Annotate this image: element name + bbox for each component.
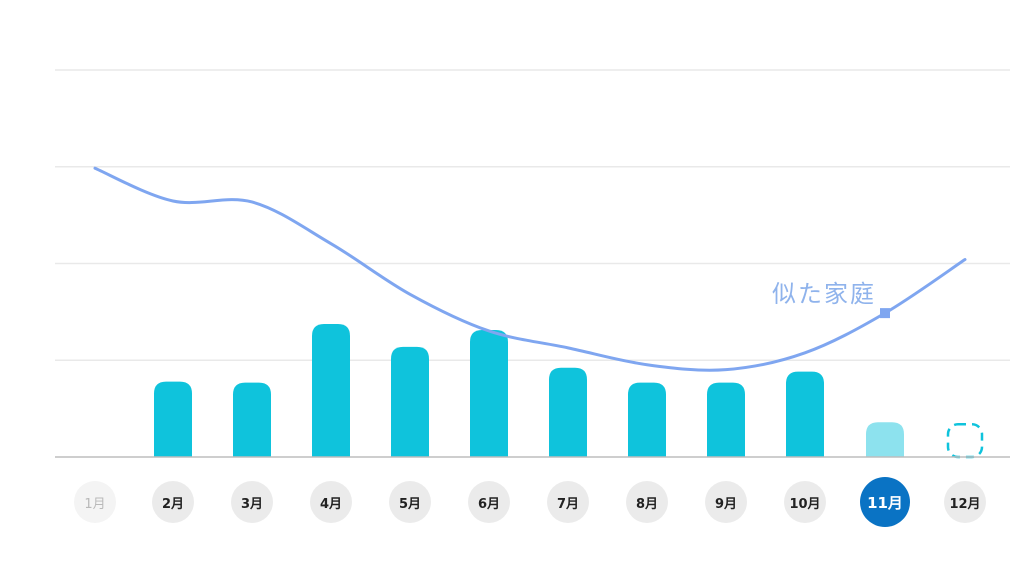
month-pill-2[interactable]: 2月	[152, 481, 194, 523]
similar-household-line	[93, 166, 967, 372]
month-pill-1[interactable]: 1月	[74, 481, 116, 523]
month-pill-11[interactable]: 11月	[860, 477, 910, 527]
month-pill-9[interactable]: 9月	[705, 481, 747, 523]
usage-bar[interactable]	[549, 367, 587, 457]
month-pill-10[interactable]: 10月	[784, 481, 826, 523]
usage-bar[interactable]	[154, 381, 192, 457]
month-pill-5[interactable]: 5月	[389, 481, 431, 523]
month-pill-12[interactable]: 12月	[944, 481, 986, 523]
similar-household-marker	[880, 308, 890, 319]
usage-bar-placeholder	[946, 423, 984, 459]
month-pill-3[interactable]: 3月	[231, 481, 273, 523]
usage-bar[interactable]	[786, 371, 824, 457]
usage-bar[interactable]	[628, 382, 666, 457]
usage-bar[interactable]	[391, 346, 429, 457]
month-pill-4[interactable]: 4月	[310, 481, 352, 523]
month-pill-6[interactable]: 6月	[468, 481, 510, 523]
usage-bars	[154, 324, 984, 459]
usage-bar[interactable]	[707, 382, 745, 457]
usage-bar[interactable]	[866, 422, 904, 457]
grid-lines	[55, 69, 1010, 361]
similar-household-label: 似た家庭	[772, 280, 876, 309]
usage-bar[interactable]	[470, 329, 508, 457]
usage-bar[interactable]	[312, 324, 350, 457]
usage-bar[interactable]	[233, 382, 271, 457]
month-pill-8[interactable]: 8月	[626, 481, 668, 523]
month-pill-7[interactable]: 7月	[547, 481, 589, 523]
